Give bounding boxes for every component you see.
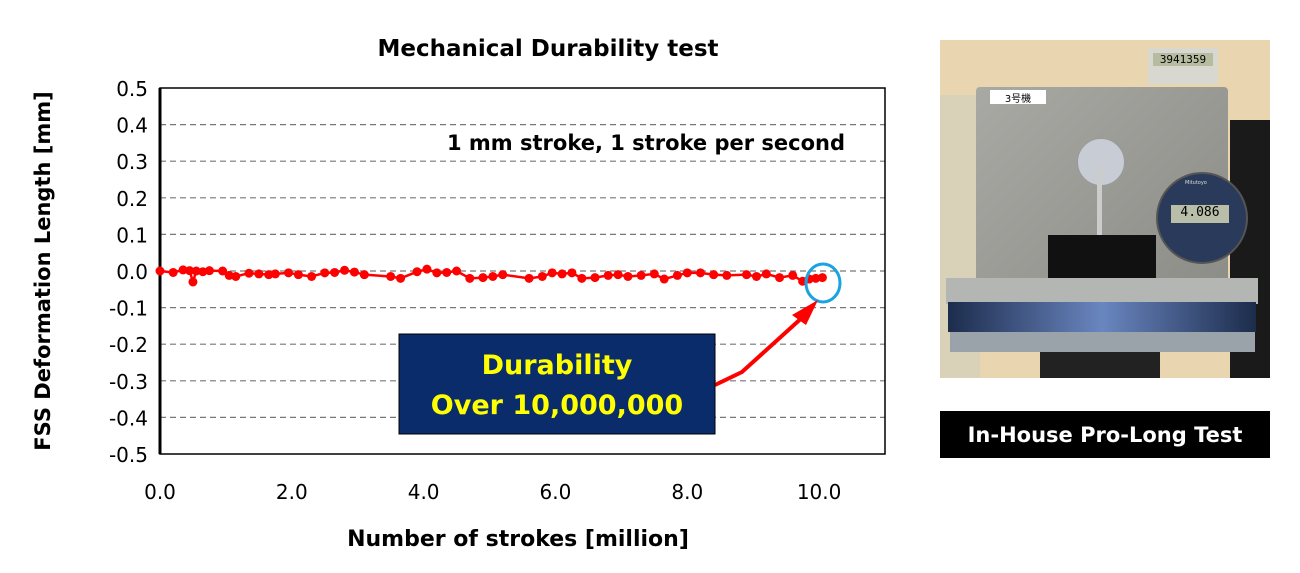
data-point	[547, 268, 557, 278]
data-point	[488, 271, 498, 281]
data-point	[603, 270, 613, 280]
data-point	[682, 268, 692, 278]
photo-caption: In-House Pro-Long Test	[940, 411, 1270, 458]
data-point	[709, 270, 719, 280]
x-tick-label: 10.0	[797, 480, 842, 504]
data-point	[623, 271, 633, 281]
data-point	[695, 268, 705, 278]
x-tick-label: 6.0	[540, 480, 572, 504]
x-tick-label: 2.0	[276, 480, 308, 504]
y-tick-label: -0.1	[109, 297, 148, 321]
callout-box	[398, 333, 716, 435]
data-point	[742, 270, 752, 280]
data-point	[244, 268, 254, 278]
data-point	[659, 274, 669, 284]
x-tick-label: 8.0	[671, 480, 703, 504]
data-point	[537, 271, 547, 281]
data-point	[788, 270, 798, 280]
y-tick-label: 0.3	[116, 150, 148, 174]
x-tick-label: 0.0	[144, 480, 176, 504]
y-tick-label: -0.3	[109, 370, 148, 394]
data-point	[478, 273, 488, 283]
y-tick-label: -0.5	[109, 443, 148, 467]
data-point	[524, 273, 534, 283]
data-point	[307, 271, 317, 281]
test-conditions: 1 mm stroke, 1 stroke per second	[447, 131, 845, 155]
data-point	[188, 277, 198, 287]
chart-title: Mechanical Durability test	[377, 36, 718, 62]
data-point	[775, 273, 785, 283]
data-point	[557, 269, 567, 279]
data-point	[218, 266, 228, 276]
callout-arrowhead	[792, 300, 818, 325]
data-point	[396, 273, 406, 283]
data-point	[590, 273, 600, 283]
highlight-circle	[804, 262, 842, 304]
data-point	[811, 273, 821, 283]
data-point	[340, 265, 350, 275]
data-point	[422, 264, 432, 274]
data-point	[672, 270, 682, 280]
data-point	[191, 266, 201, 276]
data-point	[442, 267, 452, 277]
data-point	[722, 270, 732, 280]
x-tick-label: 4.0	[408, 480, 440, 504]
data-point	[577, 273, 587, 283]
y-tick-label: 0.4	[116, 114, 148, 138]
data-point	[649, 269, 659, 279]
data-series	[155, 264, 827, 287]
data-point	[465, 273, 475, 283]
data-point	[231, 271, 241, 281]
data-point	[349, 267, 359, 277]
data-point	[254, 269, 264, 279]
data-point	[204, 266, 214, 276]
data-point	[613, 270, 623, 280]
data-point	[498, 270, 508, 280]
data-point	[386, 271, 396, 281]
data-point	[817, 273, 827, 283]
data-point	[320, 268, 330, 278]
y-tick-label: -0.2	[109, 333, 148, 357]
y-axis-label: FSS Deformation Length [mm]	[31, 91, 55, 450]
data-point	[264, 270, 274, 280]
data-point	[270, 269, 280, 279]
y-tick-label: -0.4	[109, 406, 148, 430]
test-machine-photo: 3941359 3号機 Mitutoyo 4.086	[940, 40, 1270, 378]
data-point	[284, 268, 294, 278]
data-point	[452, 266, 462, 276]
counter: 3941359	[1148, 48, 1218, 84]
data-point	[432, 268, 442, 278]
data-point	[168, 267, 178, 277]
callout-line1: Durability	[482, 350, 633, 381]
y-tick-label: 0.1	[116, 223, 148, 247]
data-point	[636, 270, 646, 280]
data-point	[185, 266, 195, 276]
data-point	[761, 269, 771, 279]
callout-arrow	[714, 313, 807, 387]
y-tick-label: 0.5	[116, 77, 148, 101]
data-point	[412, 267, 422, 277]
data-point	[178, 265, 188, 275]
data-point	[751, 271, 761, 281]
data-point	[155, 266, 165, 276]
data-point	[293, 270, 303, 280]
y-tick-label: 0.0	[116, 260, 148, 284]
y-tick-label: 0.2	[116, 187, 148, 211]
data-point	[330, 267, 340, 277]
durability-chart: Mechanical Durability test 0.5 0.4 0.3 0.2 0…	[31, 36, 886, 552]
x-axis-label: Number of strokes [million]	[347, 527, 689, 552]
callout-line2: Over 10,000,000	[431, 390, 683, 421]
data-point	[567, 268, 577, 278]
data-point	[359, 270, 369, 280]
